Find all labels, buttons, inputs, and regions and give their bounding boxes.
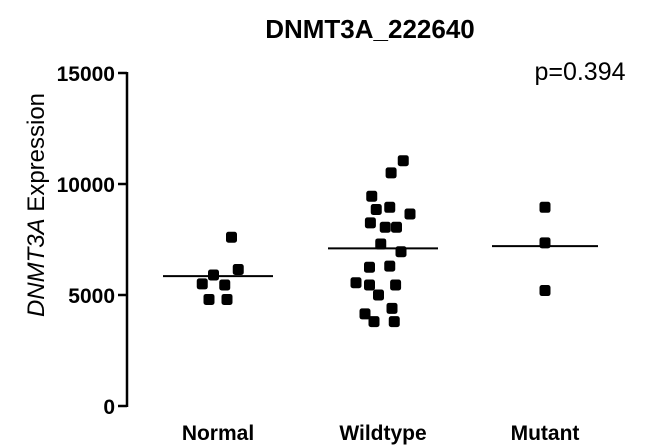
category-label: Mutant [511,422,580,445]
data-point [395,246,407,258]
data-point [539,285,551,297]
data-point [370,204,382,216]
y-tick-label: 0 [103,396,115,419]
mean-lines [163,245,598,278]
chart-title: DNMT3A_222640 [265,14,475,44]
data-point [232,263,244,275]
data-point [385,167,397,179]
y-axis-label-rest: Expression [23,93,50,218]
y-tick-label: 5000 [68,285,115,308]
data-point [196,278,208,290]
data-point [364,217,376,229]
data-point [539,201,551,213]
y-axis-label-italic: DNMT3A [23,218,50,317]
data-point [375,238,387,250]
data-point [384,260,396,272]
y-tick-label: 10000 [57,174,115,197]
data-point [364,261,375,273]
data-point [397,155,409,167]
data-points [196,155,551,328]
y-tick-label: 15000 [57,63,115,86]
data-point [386,302,398,314]
data-point [391,221,402,233]
data-point [364,279,375,291]
category-label: Wildtype [339,422,426,445]
data-point [219,279,231,291]
data-point [366,190,378,202]
data-point [226,231,237,243]
data-point [208,269,219,281]
p-value-annotation: p=0.394 [534,58,625,86]
data-point [539,237,551,249]
data-point [350,277,362,289]
data-point [384,201,396,213]
category-labels: Normal Wildtype Mutant [182,422,580,445]
data-point [379,221,391,233]
data-point [388,316,400,328]
category-label: Normal [182,422,254,445]
data-point [221,293,233,305]
data-point [390,279,402,291]
data-point [373,289,384,301]
y-axis-label: DNMT3A Expression [23,93,50,317]
y-ticks: 0 5000 10000 15000 [57,63,127,419]
data-point [203,293,215,305]
data-point [359,308,371,320]
data-point [368,316,380,328]
data-point [404,208,416,220]
